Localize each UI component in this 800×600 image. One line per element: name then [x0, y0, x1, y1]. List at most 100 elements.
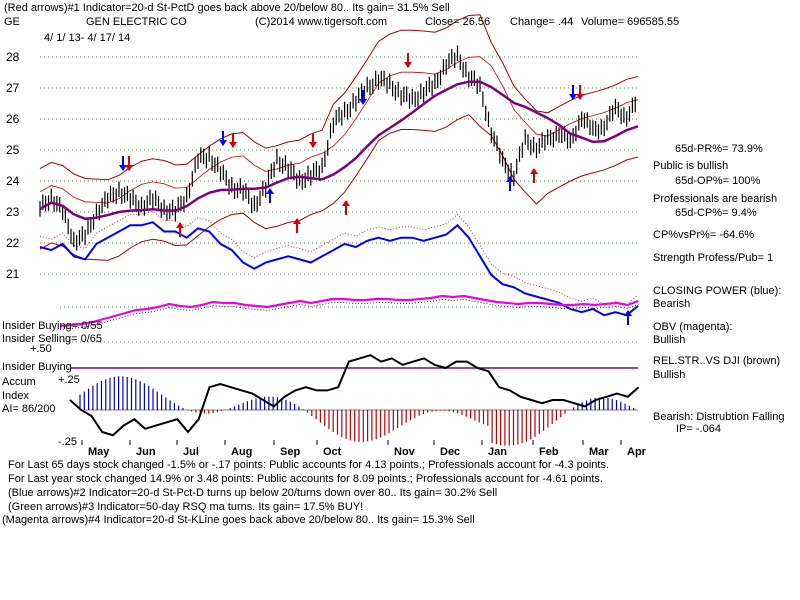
- month-dec: Dec: [440, 446, 460, 458]
- red-arrow-2-head: [229, 142, 237, 148]
- footer-line-65d: For Last 65 days stock changed -1.5% or …: [8, 459, 610, 471]
- footer-green-arrows: (Green arrows)#3 Indicator=50-day RSQ ma…: [8, 501, 364, 513]
- month-jan: Jan: [488, 446, 507, 458]
- blue-arrow-4: [506, 176, 514, 191]
- red-arrow-5-head: [342, 200, 350, 206]
- insider-buying-count: Insider Buying= 0/55: [2, 320, 103, 332]
- obv-label: OBV (magenta):: [653, 321, 733, 333]
- red-arrow-4: [309, 133, 317, 148]
- red-arrow-0-head: [125, 165, 133, 171]
- obv-value: Bullish: [653, 334, 686, 346]
- public-label: Public is bullish: [653, 160, 729, 172]
- professionals-label: Professionals are bearish: [653, 193, 778, 205]
- month-aug: Aug: [231, 446, 252, 458]
- volume-value: Volume= 696585.55: [581, 16, 680, 28]
- footer-blue-arrows: (Blue arrows)#2 Indicator=20-d St-Pct-D …: [8, 487, 498, 499]
- price-tick-28: 28: [6, 50, 20, 64]
- blue-arrow-1: [219, 131, 227, 146]
- strength-label: Strength Profess/Pub= 1: [653, 252, 774, 264]
- red-arrow-6-head: [404, 62, 412, 68]
- bollinger-bands: [39, 14, 639, 261]
- closing-power-ma: [39, 210, 639, 305]
- price-tick-26: 26: [6, 112, 20, 126]
- red-arrow-1-head: [176, 222, 184, 228]
- price-tick-25: 25: [6, 143, 20, 157]
- price-tick-23: 23: [6, 205, 20, 219]
- closing-power-label: CLOSING POWER (blue):: [653, 285, 782, 297]
- cp-label: 65d-CP%= 9.4%: [675, 207, 757, 219]
- month-labels: May Jun Jul Aug Sep Oct Nov Dec Jan Feb Mar Apr: [81, 440, 647, 458]
- closing-power-series: [39, 221, 639, 317]
- red-arrow-3-head: [293, 218, 301, 224]
- relstr-label: REL.STR..VS DJI (brown): [653, 355, 781, 367]
- moving-average-line: [39, 80, 639, 221]
- tick-minus-25: -.25: [58, 436, 77, 448]
- price-tick-labels: 28 27 26 25 24 23 22 21: [6, 50, 20, 281]
- blue-arrow-3: [359, 90, 367, 105]
- red-arrow-6: [404, 53, 412, 68]
- footer-magenta-arrows: (Magenta arrows)#4 Indicator=20-d St-KLi…: [2, 514, 475, 526]
- month-jul: Jul: [183, 446, 199, 458]
- ticker-symbol: GE: [4, 16, 20, 28]
- blue-arrow-obv-head: [624, 310, 632, 316]
- red-arrow-2: [229, 133, 237, 148]
- blue-arrow-obv: [624, 310, 632, 325]
- date-range: 4/ 1/ 13- 4/ 17/ 14: [44, 32, 131, 44]
- upper-band: [39, 14, 639, 181]
- blue-arrow-5: [569, 85, 577, 100]
- red-arrow-5: [342, 200, 350, 215]
- signal-arrows: [119, 53, 632, 325]
- lower-band: [39, 114, 639, 261]
- pr-label: 65d-PR%= 73.9%: [675, 143, 763, 155]
- close-value: Close= 26.56: [425, 16, 491, 28]
- accumulation-index-histogram: [79, 376, 635, 446]
- month-apr: Apr: [627, 446, 647, 458]
- relative-strength-line: [69, 354, 640, 437]
- relstr-value: Bullish: [653, 369, 686, 381]
- blue-arrow-3-head: [359, 99, 367, 105]
- price-tick-24: 24: [6, 174, 20, 188]
- index-label: Index: [2, 390, 29, 402]
- red-arrow-1: [176, 222, 184, 237]
- price-tick-27: 27: [6, 81, 20, 95]
- price-tick-21: 21: [6, 267, 20, 281]
- header-signal-line: (Red arrows)#1 Indicator=20-d St-PctD go…: [4, 2, 450, 14]
- month-mar: Mar: [589, 446, 609, 458]
- closing-power-line: [39, 210, 639, 317]
- insider-buying-label: Insider Buying: [2, 361, 72, 373]
- red-arrow-7: [530, 168, 538, 183]
- price-tick-22: 22: [6, 236, 20, 250]
- ip-label: IP= -.064: [676, 423, 721, 435]
- rel-str-series: [69, 354, 640, 437]
- price-bars: [39, 45, 636, 251]
- obv-line: [59, 294, 639, 330]
- ai-label: AI= 86/200: [2, 403, 56, 415]
- footer-line-year: For Last year stock changed 14.9% or 3.4…: [8, 473, 603, 485]
- month-sep: Sep: [280, 446, 300, 458]
- blue-arrow-4-head: [506, 176, 514, 182]
- month-feb: Feb: [539, 446, 559, 458]
- month-jun: Jun: [136, 446, 156, 458]
- closing-power-value: Bearish: [653, 298, 691, 310]
- obv-series: [59, 294, 639, 328]
- blue-arrow-0-head: [119, 165, 127, 171]
- inner-band: [39, 56, 639, 204]
- tick-plus-50: +.50: [30, 343, 52, 355]
- blue-arrow-1-head: [219, 140, 227, 146]
- month-nov: Nov: [394, 446, 416, 458]
- red-arrow-4-head: [309, 142, 317, 148]
- red-arrow-8-head: [576, 94, 584, 100]
- month-oct: Oct: [323, 446, 342, 458]
- change-value: Change= .44: [510, 16, 574, 28]
- blue-arrow-2-head: [266, 188, 274, 194]
- cp-vs-pr-label: CP%vsPr%= -64.6%: [653, 229, 755, 241]
- red-arrow-0: [125, 156, 133, 171]
- blue-arrow-2: [266, 188, 274, 203]
- company-name: GEN ELECTRIC CO: [86, 16, 187, 28]
- red-arrow-8: [576, 85, 584, 100]
- ma-50-line: [39, 80, 639, 221]
- copyright: (C)2014 www.tigersoft.com: [255, 16, 388, 28]
- blue-arrow-0: [119, 156, 127, 171]
- red-arrow-7-head: [530, 168, 538, 174]
